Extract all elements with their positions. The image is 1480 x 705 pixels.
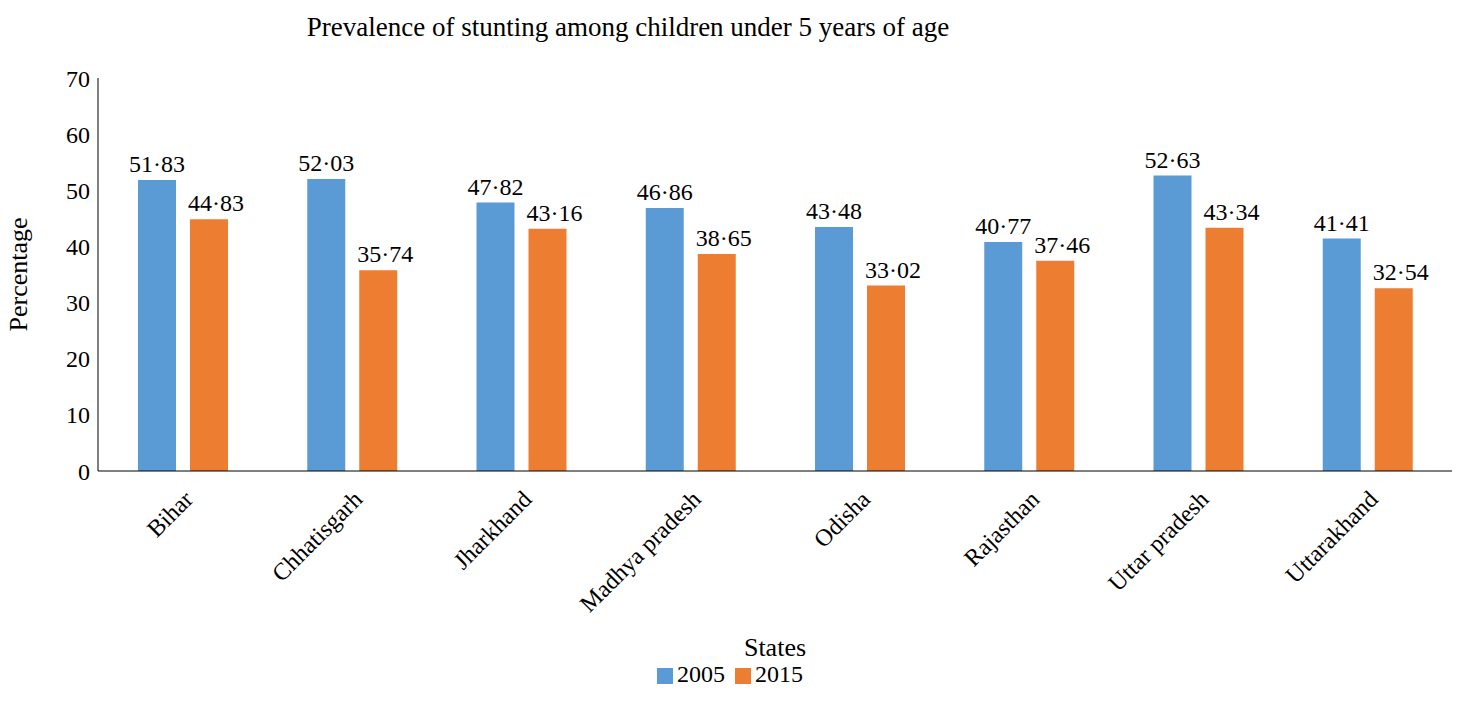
- svg-text:46·86: 46·86: [637, 179, 693, 205]
- svg-text:50: 50: [66, 178, 90, 204]
- svg-text:38·65: 38·65: [696, 225, 752, 251]
- html-text:2015: 2015: [755, 661, 803, 687]
- svg-text:10: 10: [66, 402, 90, 428]
- svg-text:Uttarakhand: Uttarakhand: [1281, 486, 1383, 588]
- svg-text:30: 30: [66, 290, 90, 316]
- svg-text:60: 60: [66, 122, 90, 148]
- svg-text:0: 0: [78, 459, 90, 485]
- svg-text:Chhatisgarh: Chhatisgarh: [267, 486, 367, 586]
- svg-text:Percentage: Percentage: [8, 217, 33, 331]
- svg-text:32·54: 32·54: [1373, 259, 1429, 285]
- svg-text:52·63: 52·63: [1145, 147, 1201, 173]
- svg-text:States: States: [744, 633, 806, 662]
- svg-text:33·02: 33·02: [865, 257, 921, 283]
- html-text:Prevalence of stunting among c: Prevalence of stunting among children un…: [306, 12, 950, 42]
- svg-text:43·16: 43·16: [527, 200, 583, 226]
- svg-text:Rajasthan: Rajasthan: [959, 486, 1044, 571]
- svg-text:44·83: 44·83: [188, 190, 244, 216]
- svg-text:47·82: 47·82: [468, 174, 524, 200]
- svg-text:37·46: 37·46: [1034, 232, 1090, 258]
- svg-text:20: 20: [66, 346, 90, 372]
- svg-text:35·74: 35·74: [357, 241, 413, 267]
- svg-text:Uttar pradesh: Uttar pradesh: [1103, 486, 1213, 596]
- svg-text:41·41: 41·41: [1314, 210, 1370, 236]
- svg-text:43·34: 43·34: [1204, 199, 1260, 225]
- svg-text:Odisha: Odisha: [809, 486, 876, 553]
- svg-text:51·83: 51·83: [129, 151, 185, 177]
- svg-text:43·48: 43·48: [806, 198, 862, 224]
- svg-text:70: 70: [66, 66, 90, 92]
- svg-text:40: 40: [66, 234, 90, 260]
- svg-text:Madhya pradesh: Madhya pradesh: [575, 486, 706, 617]
- svg-text:52·03: 52·03: [298, 150, 354, 176]
- svg-text:Bihar: Bihar: [142, 486, 198, 542]
- svg-text:40·77: 40·77: [975, 213, 1031, 239]
- html-text:2005: 2005: [677, 661, 725, 687]
- svg-text:Jharkhand: Jharkhand: [448, 486, 536, 574]
